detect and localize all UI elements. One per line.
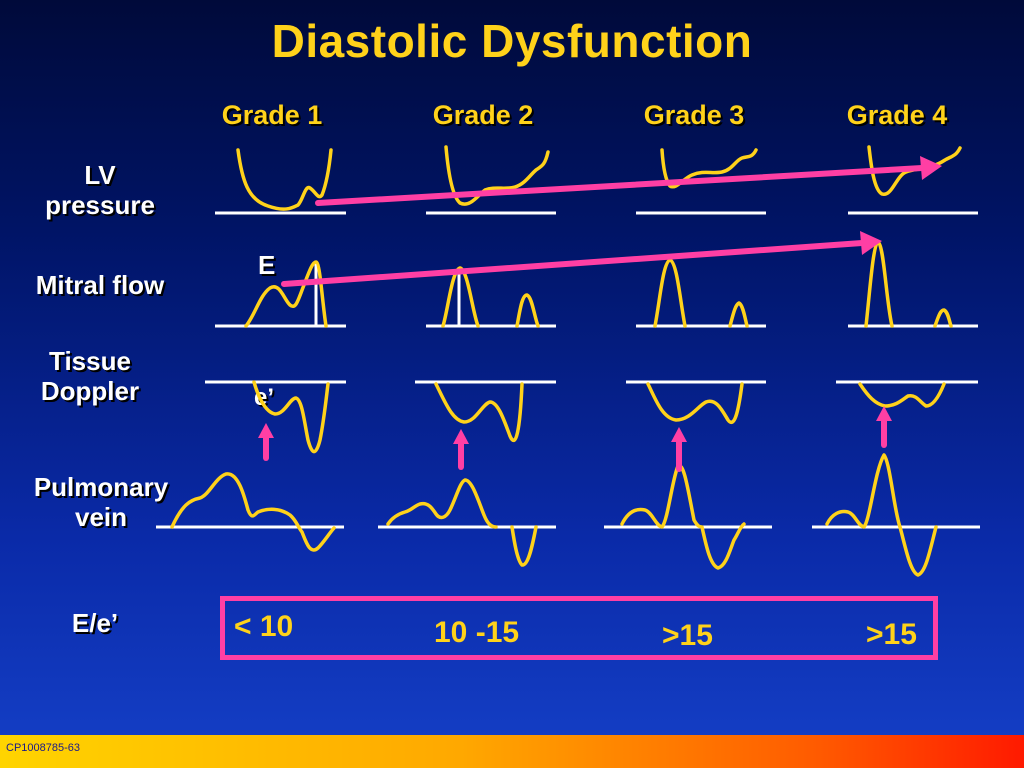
mitral-curve-4 [864, 240, 953, 328]
e-wave-label: E [258, 250, 276, 280]
mitral-trend-arrowhead [860, 231, 882, 255]
mitral-curve-3 [653, 258, 749, 328]
tdi-curve-1 [252, 380, 330, 454]
curves [170, 145, 962, 577]
tdi-curve-3 [646, 382, 744, 424]
pv-curve-3 [620, 464, 746, 570]
e-prime-arrowhead-3 [671, 427, 687, 442]
mitral-curve-2 [441, 266, 540, 328]
tdi-curve-2 [434, 382, 524, 443]
ratio-value-grade-3: >15 [662, 619, 713, 652]
lv-trend-arrowhead [920, 156, 942, 180]
e-e-prime-values-box [220, 596, 938, 660]
grade-1-header: Grade 1 [221, 100, 323, 130]
ratio-value-grade-4: >15 [866, 618, 917, 651]
arrows [258, 156, 942, 472]
pv-curve-4 [825, 453, 938, 577]
ratio-value-grade-1: < 10 [234, 610, 294, 643]
footer-bar: CP1008785-63 [0, 735, 1024, 768]
e-prime-arrowhead-1 [258, 423, 274, 438]
baselines [156, 211, 980, 529]
row-label-lv-pressure: LV pressure [45, 160, 155, 220]
pv-curve-2 [386, 478, 538, 567]
e-prime-arrowhead-4 [876, 406, 892, 421]
row-label-pulmonary-vein: Pulmonary vein [33, 472, 169, 532]
lv-curve-2 [444, 145, 550, 206]
mitral-trend-arrow [281, 240, 865, 287]
e-prime-label: e’ [254, 384, 275, 411]
footer-code: CP1008785-63 [6, 742, 81, 754]
row-label-tissue-doppler: Tissue Doppler [40, 346, 140, 406]
lv-curve-4 [867, 145, 962, 196]
lv-trend-arrow [315, 165, 925, 206]
ratio-value-grade-2: 10 -15 [434, 616, 520, 649]
lv-curve-1 [236, 148, 333, 211]
grade-2-header: Grade 2 [432, 100, 534, 130]
row-label-e-over-e-prime: E/e’ [71, 608, 119, 638]
pv-curve-1 [170, 472, 336, 552]
mitral-curve-1 [244, 260, 328, 328]
slide-title: Diastolic Dysfunction [271, 15, 753, 67]
grade-3-header: Grade 3 [643, 100, 745, 130]
tdi-curve-4 [858, 382, 946, 408]
row-label-mitral-flow: Mitral flow [35, 270, 165, 300]
grade-4-header: Grade 4 [846, 100, 948, 130]
e-prime-arrowhead-2 [453, 429, 469, 444]
